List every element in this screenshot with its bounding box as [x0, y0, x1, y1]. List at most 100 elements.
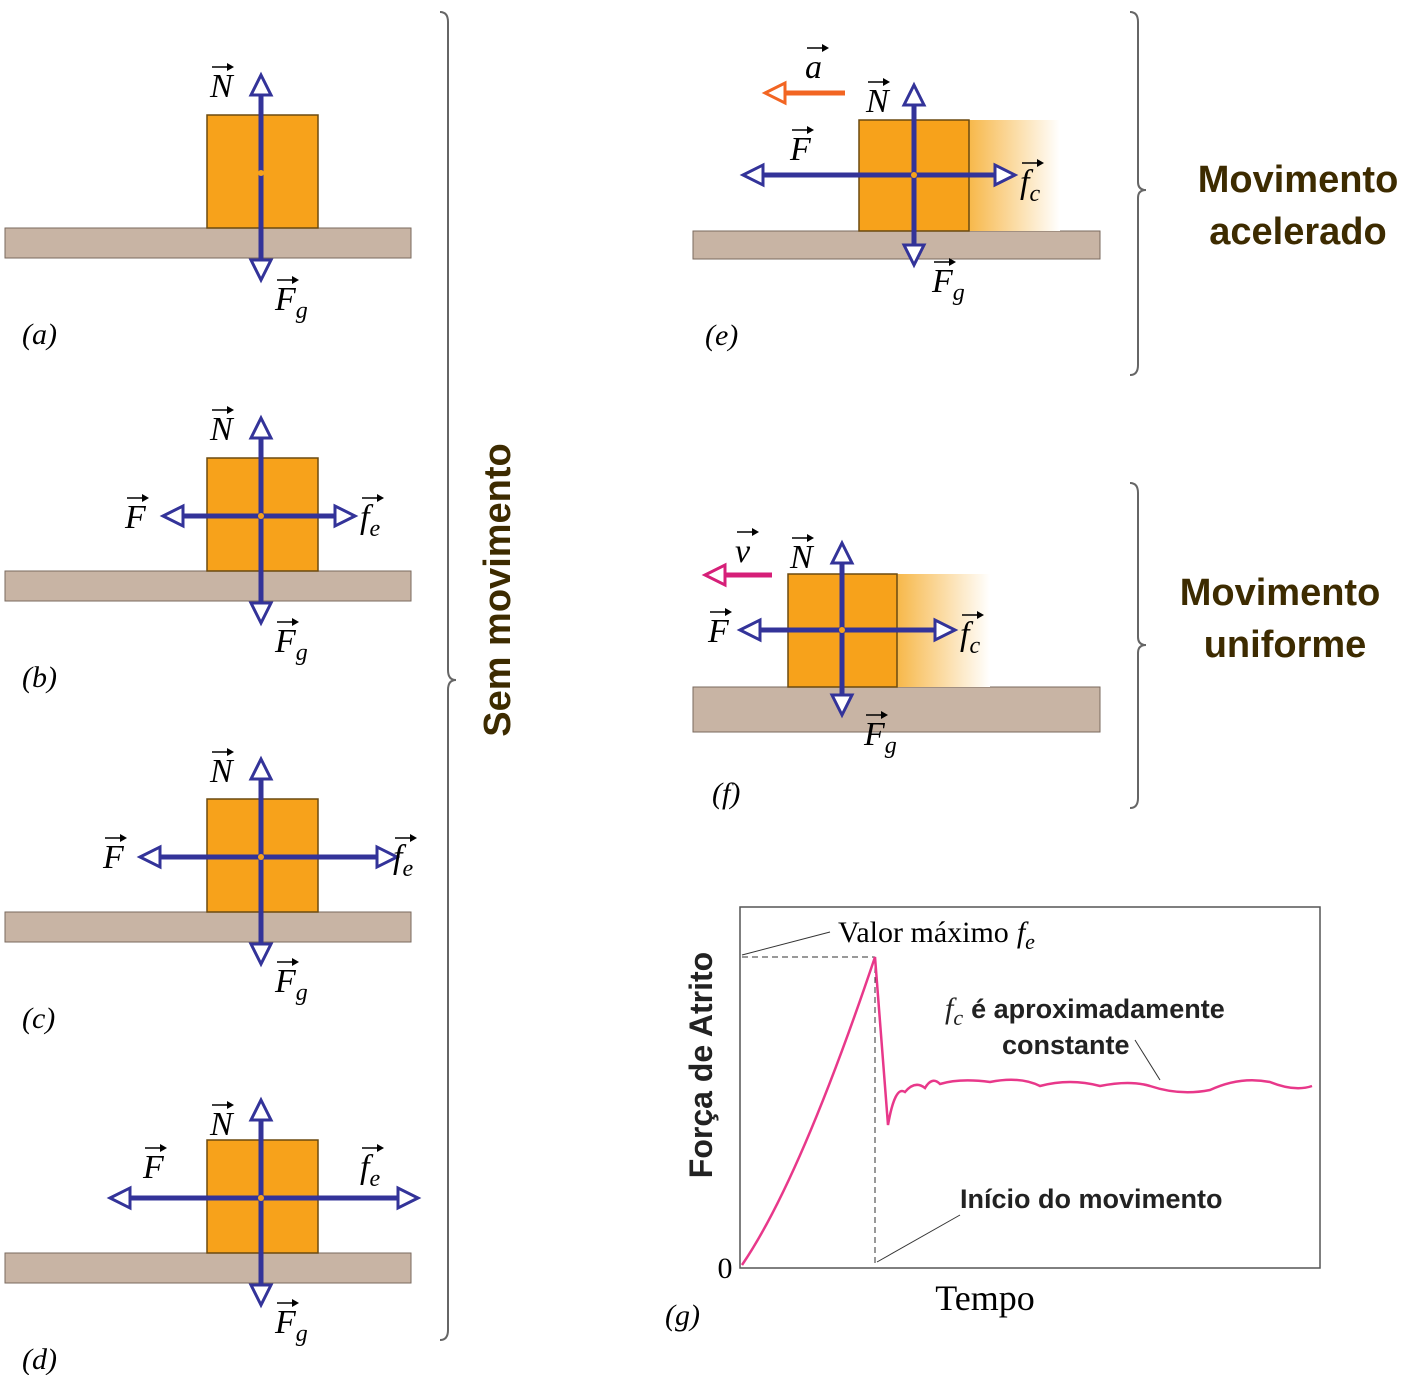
arrow-head	[251, 1285, 271, 1305]
force-label: Fg	[274, 963, 308, 1006]
annotation: Início do movimento	[960, 1184, 1223, 1214]
force-label: N	[865, 83, 891, 120]
arrow-head	[251, 759, 271, 779]
symbol: F	[124, 499, 147, 536]
force-label: Fg	[274, 281, 308, 324]
x-axis-label: Tempo	[935, 1278, 1034, 1318]
force-label: N	[209, 753, 235, 790]
subscript: g	[296, 640, 308, 666]
force-label: N	[209, 411, 235, 448]
symbol: F	[863, 716, 886, 753]
force-label: fe	[360, 1149, 380, 1192]
origin-label: 0	[718, 1252, 733, 1285]
arrow-head	[251, 418, 271, 438]
vector-arrow-head	[752, 528, 759, 536]
panel-label: (b)	[22, 661, 57, 694]
symbol: a	[805, 49, 822, 86]
brace	[1130, 12, 1146, 375]
arrow-head	[251, 1100, 271, 1120]
symbol: F	[274, 281, 297, 318]
symbol: F	[274, 1304, 297, 1341]
arrow-head	[251, 260, 271, 280]
subscript: g	[885, 733, 897, 759]
subscript: c	[1029, 181, 1040, 207]
force-label: F	[102, 839, 125, 876]
center	[258, 1195, 264, 1201]
center	[258, 513, 264, 519]
center	[911, 172, 917, 178]
ground	[5, 1253, 411, 1283]
arrow-head	[251, 603, 271, 623]
symbol: F	[274, 963, 297, 1000]
annotation: constante	[1002, 1030, 1130, 1060]
arrow-head	[163, 506, 183, 526]
vector-arrow-head	[377, 494, 384, 502]
arrow-head	[335, 506, 355, 526]
subscript: e	[402, 856, 413, 882]
force-label: N	[209, 68, 235, 105]
panel-label: (g)	[665, 1299, 700, 1332]
ground	[693, 231, 1100, 259]
force-label: Fg	[931, 263, 965, 306]
symbol: v	[735, 533, 751, 570]
subscript: e	[369, 1166, 380, 1192]
y-axis-label: Força de Atrito	[683, 952, 719, 1178]
center	[839, 627, 845, 633]
panel-label: (f)	[712, 777, 740, 810]
diagram: Sem movimento Movimento acelerado Movime…	[0, 0, 1424, 1375]
force-label: fe	[393, 839, 413, 882]
symbol: F	[102, 839, 125, 876]
arrow-head	[832, 543, 852, 563]
brace-label: Sem movimento	[477, 443, 519, 737]
symbol: F	[707, 613, 730, 650]
brace-label: acelerado	[1209, 211, 1386, 253]
ground	[5, 571, 411, 601]
subscript: g	[296, 1321, 308, 1347]
symbol: N	[865, 83, 891, 120]
arrow-head	[251, 75, 271, 95]
center	[258, 854, 264, 860]
force-label: F	[789, 131, 812, 168]
symbol: N	[209, 753, 235, 790]
arrow-head	[740, 620, 760, 640]
arrow-head	[904, 85, 924, 105]
ground	[693, 687, 1100, 732]
brace-label: uniforme	[1204, 624, 1367, 666]
arrow-head	[765, 83, 785, 103]
subscript: e	[1025, 929, 1035, 954]
force-label: N	[209, 1106, 235, 1143]
subscript: e	[369, 516, 380, 542]
vector-arrow-head	[822, 44, 829, 52]
arrow-head	[743, 165, 763, 185]
ground	[5, 228, 411, 258]
symbol: N	[209, 411, 235, 448]
subscript: c	[969, 633, 980, 659]
ground	[5, 912, 411, 942]
symbol: N	[789, 539, 815, 576]
force-label: v	[735, 533, 751, 570]
annotation-text: Valor máximo	[838, 916, 1009, 949]
arrow-head	[398, 1188, 418, 1208]
symbol: F	[931, 263, 954, 300]
brace-label: Movimento	[1198, 159, 1399, 201]
symbol: F	[789, 131, 812, 168]
subscript: g	[953, 280, 965, 306]
center	[258, 170, 264, 176]
symbol: F	[274, 623, 297, 660]
arrow-head	[705, 565, 725, 585]
force-label: Fg	[274, 1304, 308, 1347]
subscript: c	[953, 1005, 963, 1030]
force-label: F	[124, 499, 147, 536]
annotation-text: é aproximadamente	[971, 994, 1225, 1024]
symbol: F	[142, 1149, 165, 1186]
panel-label: (a)	[22, 318, 57, 351]
force-label: N	[789, 539, 815, 576]
force-label: F	[142, 1149, 165, 1186]
subscript: g	[296, 980, 308, 1006]
vector-arrow-head	[410, 834, 417, 842]
symbol: N	[209, 1106, 235, 1143]
vector-arrow-head	[377, 1144, 384, 1152]
force-label: fe	[360, 499, 380, 542]
arrow-head	[251, 944, 271, 964]
